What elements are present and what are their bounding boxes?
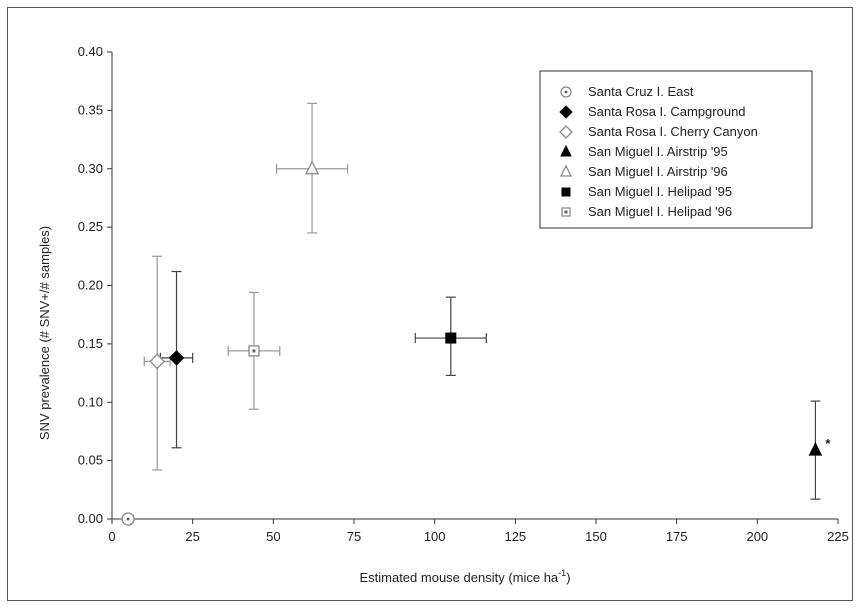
y-tick-label: 0.00 <box>78 511 103 526</box>
legend-label: San Miguel I. Helipad '96 <box>588 204 732 219</box>
data-point <box>149 353 166 370</box>
data-points: * <box>121 160 831 526</box>
data-point <box>808 441 823 456</box>
marker-square <box>445 332 457 344</box>
y-tick-label: 0.05 <box>78 453 103 468</box>
legend-label: Santa Rosa I. Cherry Canyon <box>588 124 758 139</box>
axes: 0.00 0.05 0.10 0.15 0.20 0.25 0.30 0.35 0.40 0 25 5… <box>78 44 849 544</box>
x-tick-label: 100 <box>424 529 446 544</box>
marker-diamond <box>559 105 573 119</box>
marker-triangle <box>560 144 572 157</box>
data-point <box>445 332 457 344</box>
y-tick-label: 0.30 <box>78 161 103 176</box>
legend-marker <box>559 125 573 139</box>
marker-triangle <box>305 160 320 175</box>
marker-diamond <box>168 350 185 366</box>
legend-label: Santa Cruz I. East <box>588 84 694 99</box>
data-point <box>305 160 320 175</box>
y-tick-label: 0.25 <box>78 219 103 234</box>
marker-dot <box>252 349 256 353</box>
legend-marker <box>559 105 573 119</box>
y-tick-label: 0.35 <box>78 102 103 117</box>
marker-dot <box>564 210 568 214</box>
x-tick-label: 75 <box>347 529 361 544</box>
marker-triangle <box>559 164 573 177</box>
x-axis-label-sup: -1 <box>558 568 566 578</box>
annotation-label: * <box>825 436 831 451</box>
x-tick-label: 225 <box>827 529 849 544</box>
y-tick-label: 0.20 <box>78 278 103 293</box>
legend-label: San Miguel I. Airstrip '96 <box>588 164 728 179</box>
x-tick-label: 125 <box>504 529 526 544</box>
x-axis-label-main: Estimated mouse density (mice ha <box>359 570 558 585</box>
data-point <box>121 512 135 526</box>
y-tick-label: 0.15 <box>78 336 103 351</box>
legend-box <box>539 70 813 229</box>
legend-label: Santa Rosa I. Campground <box>588 104 746 119</box>
y-tick-label: 0.10 <box>78 394 103 409</box>
x-tick-label: 50 <box>266 529 280 544</box>
x-tick-label: 0 <box>108 529 115 544</box>
marker-diamond <box>559 125 573 139</box>
legend-marker <box>559 164 573 177</box>
x-tick-label: 150 <box>585 529 607 544</box>
legend-label: San Miguel I. Helipad '95 <box>588 184 732 199</box>
data-point <box>248 345 260 357</box>
x-tick-label: 25 <box>185 529 199 544</box>
data-point <box>168 350 185 366</box>
marker-square <box>561 187 571 197</box>
legend-marker <box>561 187 571 197</box>
y-tick-label: 0.40 <box>78 44 103 59</box>
legend-marker <box>561 207 571 217</box>
legend-marker <box>560 86 572 98</box>
x-tick-label: 200 <box>746 529 768 544</box>
x-axis-label: Estimated mouse density (mice ha-1) <box>359 568 570 585</box>
marker-triangle <box>808 441 823 456</box>
y-axis-label: SNV prevalence (# SNV+/# samples) <box>37 226 52 440</box>
legend-label: San Miguel I. Airstrip '95 <box>588 144 728 159</box>
marker-dot <box>126 517 130 521</box>
x-axis-label-close: ) <box>566 570 570 585</box>
legend: Santa Cruz I. East Santa Rosa I. Campgrou… <box>539 70 813 229</box>
x-tick-label: 175 <box>666 529 688 544</box>
marker-diamond <box>149 353 166 370</box>
marker-dot <box>564 90 568 94</box>
legend-marker <box>560 144 572 157</box>
